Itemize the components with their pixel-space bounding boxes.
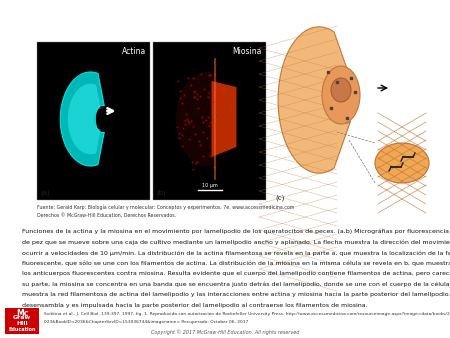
Text: Svitkina et al., J. Cell Biol. 139:397, 1997, fig. 1. Reproducida con autorizaci: Svitkina et al., J. Cell Biol. 139:397, … [44,312,450,316]
Text: Copyright © 2017 McGraw-Hill Education. All rights reserved: Copyright © 2017 McGraw-Hill Education. … [151,329,299,335]
Text: su parte, la miosina se concentra en una banda que se encuentra justo detrás del: su parte, la miosina se concentra en una… [22,282,450,287]
Text: (c): (c) [275,194,284,201]
Polygon shape [176,72,220,166]
Text: Actina: Actina [122,47,146,56]
Polygon shape [60,72,104,166]
Polygon shape [212,81,237,157]
Text: Hill: Hill [16,321,28,326]
Text: 023&BookID=2036&ChapterSecID=153036744&imagename= Recuperado: October 06, 2017: 023&BookID=2036&ChapterSecID=153036744&i… [44,320,248,324]
Text: (b): (b) [156,190,166,196]
Text: ocurrir a velocidades de 10 μm/min. La distribución de la actina filamentosa se : ocurrir a velocidades de 10 μm/min. La d… [22,250,450,256]
Text: Mc: Mc [16,309,28,318]
Text: muestra la red filamentosa de actina del lamelipodio y las interacciones entre a: muestra la red filamentosa de actina del… [22,292,450,297]
Text: Graw: Graw [13,315,31,320]
Text: Miosina: Miosina [233,47,262,56]
Ellipse shape [331,78,351,102]
Bar [153,42,266,200]
Text: fluorescente, que sólo se une con los filamentos de actina. La distribución de l: fluorescente, que sólo se une con los fi… [22,261,450,266]
Text: Funciones de la actina y la miosina en el movimiento por lamelipodio de los quer: Funciones de la actina y la miosina en e… [22,229,450,235]
Bar [5,308,39,334]
Ellipse shape [375,143,429,183]
Text: Fuente: Gerald Karp: Biología celular y molecular: Conceptos y experimentos. 7e.: Fuente: Gerald Karp: Biología celular y … [37,205,294,217]
Text: (a): (a) [40,190,50,196]
Bar [37,42,150,200]
Polygon shape [68,84,101,154]
Polygon shape [278,27,351,173]
Text: Education: Education [8,327,36,332]
Text: desensambla y es impulsada hacia la parte posterior del lamelipodio al contraers: desensambla y es impulsada hacia la part… [22,303,368,308]
Text: 10 μm: 10 μm [202,183,217,188]
Text: los anticuerpos fluorescentes contra miosina. Resulta evidente que el cuerpo del: los anticuerpos fluorescentes contra mio… [22,271,450,276]
Ellipse shape [322,66,360,124]
Text: de pez que se mueve sobre una caja de cultivo mediante un lamelipodio ancho y ap: de pez que se mueve sobre una caja de cu… [22,240,450,245]
